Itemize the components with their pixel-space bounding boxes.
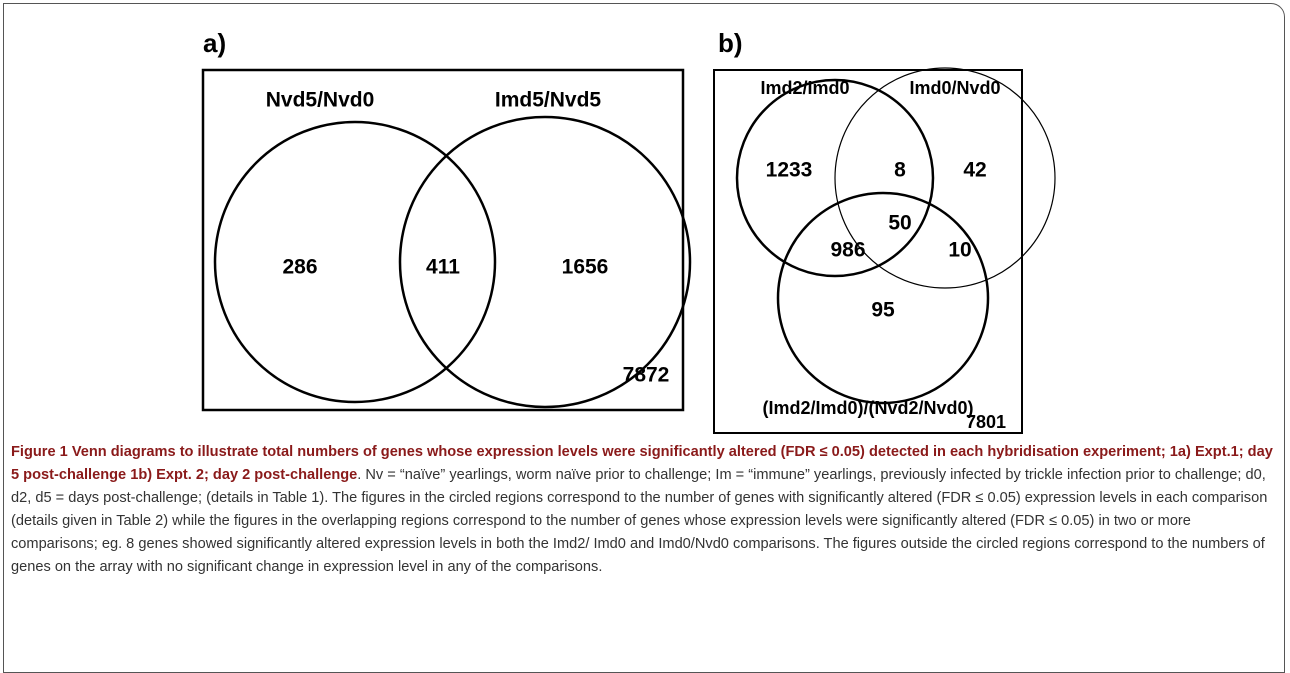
- region-count: 411: [426, 256, 460, 279]
- region-count: 7801: [966, 412, 1006, 432]
- set-label: Imd5/Nvd5: [495, 89, 602, 112]
- caption-text: . Nv = “naïve” yearlings, worm naïve pri…: [11, 467, 1268, 575]
- panel-label: a): [203, 28, 226, 58]
- region-count: 95: [871, 299, 895, 322]
- region-count: 42: [963, 159, 986, 182]
- panel-label: b): [718, 28, 743, 58]
- venn-circle: [213, 120, 497, 404]
- region-count: 7872: [623, 364, 670, 387]
- region-count: 1656: [562, 256, 609, 279]
- region-count: 986: [830, 239, 865, 262]
- venn-circle: [735, 78, 935, 278]
- figure: a) Nvd5/Nvd0 Imd5/Nvd5 286 411 1656 7872…: [201, 28, 1056, 434]
- caption-title: Figure 1 Venn diagrams to illustrate tot…: [11, 444, 1273, 483]
- venn-circle: [834, 67, 1056, 289]
- region-count: 10: [948, 239, 971, 262]
- caption: Figure 1 Venn diagrams to illustrate tot…: [11, 441, 1277, 579]
- venn-circle: [776, 191, 990, 405]
- region-count: 1233: [766, 159, 813, 182]
- region-count: 286: [282, 256, 317, 279]
- set-label: Imd2/Imd0: [760, 78, 849, 98]
- set-label: Nvd5/Nvd0: [266, 89, 375, 112]
- panel-box: [201, 68, 685, 412]
- set-label: Imd0/Nvd0: [909, 78, 1000, 98]
- region-count: 8: [894, 159, 906, 182]
- region-count: 50: [888, 212, 911, 235]
- panel-box: [713, 69, 1023, 434]
- venn-circle: [398, 115, 692, 409]
- set-label: (Imd2/Imd0)/(Nvd2/Nvd0): [762, 398, 973, 418]
